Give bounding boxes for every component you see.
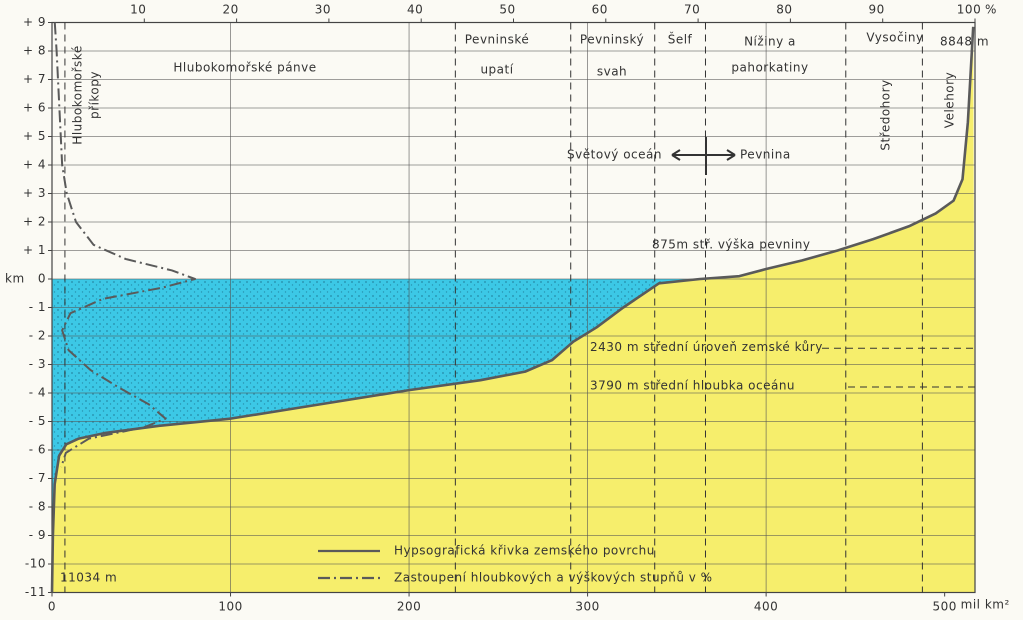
x2-unit: % (985, 3, 997, 17)
x2-tick-label: 10 (130, 3, 146, 17)
series-line (50, 26, 975, 593)
annotation: 3790 m střední hloubka oceánu (590, 379, 795, 393)
y-tick-label: + 3 (23, 186, 46, 200)
zone-label: příkopy (88, 71, 102, 119)
zone-label: Šelf (668, 32, 693, 47)
zone-label: svah (597, 65, 627, 79)
y-tick-label: - 4 (29, 386, 46, 400)
zone-label: Pevninské (465, 33, 530, 47)
plot-frame (51, 21, 976, 594)
zone-label: Hlubokomořské (71, 45, 85, 144)
x2-tick-label: 50 (499, 3, 515, 17)
zone-label: Velehory (943, 72, 957, 128)
legend-label: Hypsografická křivka zemského povrchu (394, 544, 655, 558)
y-tick-label: - 1 (29, 300, 46, 314)
x-tick-label: 100 (218, 600, 242, 614)
x2-tick-label: 30 (315, 3, 331, 17)
ocean-texture (52, 279, 701, 593)
zone-label: Hlubokomořské pánve (173, 61, 316, 75)
y-tick-label: + 6 (23, 101, 46, 115)
arrow (671, 137, 736, 175)
y-tick-label: + 8 (23, 44, 46, 58)
annotation: 11034 m (60, 571, 117, 585)
zone-label: upatí (480, 63, 513, 77)
x2-tick-label: 20 (222, 3, 238, 17)
zone-label: pahorkatiny (731, 61, 808, 75)
y-tick-label: -11 (25, 585, 46, 599)
annotation: Pevnina (740, 148, 791, 162)
y-tick-label: - 9 (29, 528, 46, 542)
x-tick-label: 400 (754, 600, 778, 614)
y-unit: km (5, 272, 25, 286)
x-tick-label: 500 (932, 600, 956, 614)
x-unit: mil km² (961, 598, 1010, 612)
y-tick-label: - 7 (29, 471, 46, 485)
y-tick-label: - 6 (29, 443, 46, 457)
zone-label: Pevninský (580, 33, 644, 47)
x2-tick-label: 80 (776, 3, 792, 17)
annotation: 875m stř. výška pevniny (652, 238, 810, 252)
y-tick-label: + 1 (23, 243, 46, 257)
x2-tick-label: 40 (407, 3, 423, 17)
y-tick-label: + 5 (23, 129, 46, 143)
y-tick-label: + 7 (23, 72, 46, 86)
y-tick-label: + 4 (23, 158, 46, 172)
x2-tick-label: 90 (869, 3, 885, 17)
x2-tick-label: 70 (684, 3, 700, 17)
x-tick-label: 200 (397, 600, 421, 614)
x2-tick-label: 100 (957, 3, 981, 17)
y-tick-label: 0 (38, 272, 46, 286)
y-tick-label: + 2 (23, 215, 46, 229)
y-tick-label: - 5 (29, 414, 46, 428)
y-tick-label: -10 (25, 557, 46, 571)
series-line (53, 22, 197, 468)
annotation: 8848 m (940, 35, 989, 49)
land-area (52, 26, 975, 593)
y-tick-label: - 3 (29, 357, 46, 371)
x-tick-label: 0 (48, 600, 56, 614)
y-tick-label: - 8 (29, 500, 46, 514)
annotation: 2430 m střední úroveň zemské kůry (590, 340, 823, 354)
x2-tick-label: 60 (592, 3, 608, 17)
y-tick-label: + 9 (23, 15, 46, 29)
y-tick-label: - 2 (29, 329, 46, 343)
x-tick-label: 300 (575, 600, 599, 614)
zone-label: Vysočiny (866, 31, 923, 45)
zone-label: Středohory (879, 79, 893, 150)
zone-label: Nížiny a (744, 35, 796, 49)
legend-label: Zastoupení hloubkových a výškových stupň… (394, 571, 713, 585)
annotation: Světový oceán (567, 148, 662, 162)
